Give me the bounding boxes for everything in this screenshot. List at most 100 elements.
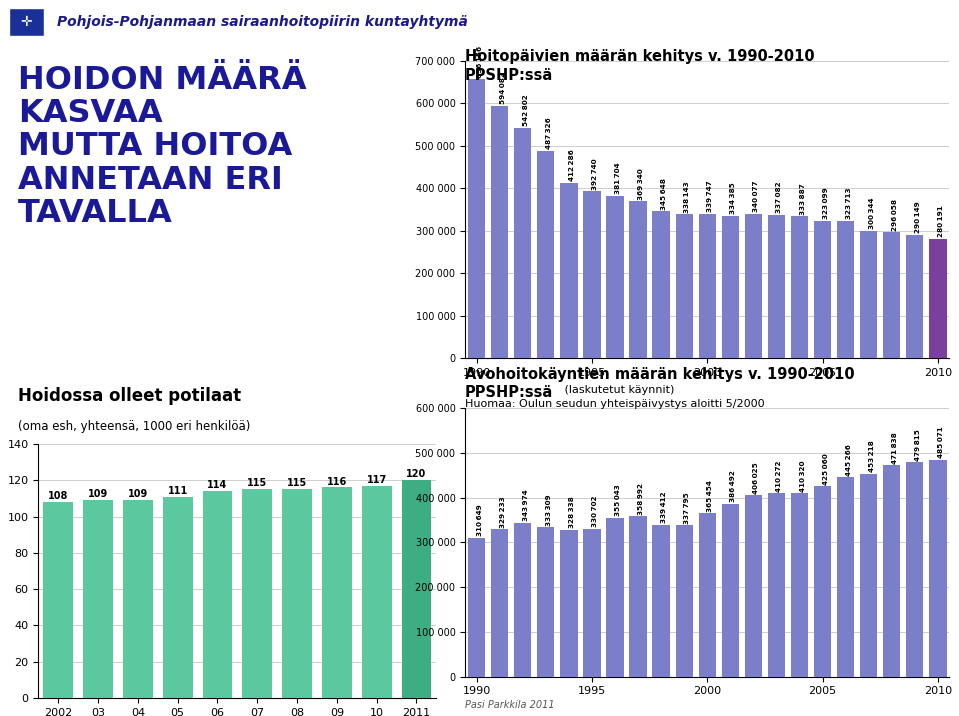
Bar xyxy=(9,9,43,36)
Text: 323 713: 323 713 xyxy=(846,188,852,219)
Text: 410 320: 410 320 xyxy=(800,460,806,492)
Bar xyxy=(698,214,716,358)
Text: 330 702: 330 702 xyxy=(592,495,598,527)
Bar xyxy=(722,503,739,677)
Bar xyxy=(837,221,854,358)
Text: 425 060: 425 060 xyxy=(823,453,829,485)
Text: 300 344: 300 344 xyxy=(869,198,875,229)
Bar xyxy=(583,191,600,358)
Text: 120: 120 xyxy=(407,469,427,479)
Bar xyxy=(83,500,113,698)
Text: (oma esh, yhteensä, 1000 eri henkilöä): (oma esh, yhteensä, 1000 eri henkilöä) xyxy=(18,420,250,433)
Bar xyxy=(468,79,485,358)
Bar xyxy=(906,235,924,358)
Text: 594 082: 594 082 xyxy=(500,72,505,104)
Bar xyxy=(745,495,762,677)
Text: 410 272: 410 272 xyxy=(777,460,783,492)
Bar xyxy=(202,491,232,698)
Bar xyxy=(860,474,877,677)
Text: 656 156: 656 156 xyxy=(477,46,482,78)
Text: 453 218: 453 218 xyxy=(869,441,875,473)
Text: 365 454: 365 454 xyxy=(707,480,713,512)
Text: 355 043: 355 043 xyxy=(615,485,621,516)
Bar xyxy=(243,489,272,698)
Bar xyxy=(282,489,312,698)
Text: 334 385: 334 385 xyxy=(731,183,737,214)
Bar xyxy=(163,497,193,698)
Text: 328 338: 328 338 xyxy=(569,497,574,528)
Text: Avohoitokäyntien määrän kehitys v. 1990-2010: Avohoitokäyntien määrän kehitys v. 1990-… xyxy=(465,367,854,382)
Text: Hoitopäivien määrän kehitys v. 1990-2010: Hoitopäivien määrän kehitys v. 1990-2010 xyxy=(465,49,815,64)
Text: 338 143: 338 143 xyxy=(684,181,690,213)
Bar xyxy=(883,465,901,677)
Text: HOIDON MÄÄRÄ
KASVAA
MUTTA HOITOA
ANNETAAN ERI
TAVALLA: HOIDON MÄÄRÄ KASVAA MUTTA HOITOA ANNETAA… xyxy=(18,64,307,229)
Text: 296 058: 296 058 xyxy=(892,198,898,231)
Text: 323 099: 323 099 xyxy=(823,188,829,219)
Bar xyxy=(652,525,669,677)
Bar xyxy=(860,231,877,358)
Text: (laskutetut käynnit): (laskutetut käynnit) xyxy=(561,385,674,395)
Text: 487 326: 487 326 xyxy=(546,117,551,150)
Text: Hoidossa olleet potilaat: Hoidossa olleet potilaat xyxy=(18,387,242,405)
Text: PPSHP:ssä: PPSHP:ssä xyxy=(465,385,553,400)
Text: 358 992: 358 992 xyxy=(638,483,644,515)
Text: 280 191: 280 191 xyxy=(938,205,944,238)
Bar xyxy=(629,201,646,358)
Text: 542 802: 542 802 xyxy=(523,94,528,126)
Bar xyxy=(362,485,391,698)
Text: 290 149: 290 149 xyxy=(915,201,921,233)
Text: 109: 109 xyxy=(88,489,108,499)
Text: 339 747: 339 747 xyxy=(707,180,713,212)
Bar xyxy=(491,529,508,677)
Bar xyxy=(837,478,854,677)
Text: 345 648: 345 648 xyxy=(661,178,667,210)
Bar xyxy=(929,239,947,358)
Bar xyxy=(629,516,646,677)
Bar xyxy=(698,513,716,677)
Text: PPSHP:ssä: PPSHP:ssä xyxy=(465,68,553,83)
Bar xyxy=(491,106,508,358)
Text: 339 412: 339 412 xyxy=(661,492,667,523)
Bar xyxy=(745,213,762,358)
Text: 381 704: 381 704 xyxy=(615,163,621,194)
Text: 116: 116 xyxy=(327,477,347,487)
Text: Pasi Parkkila 2011: Pasi Parkkila 2011 xyxy=(465,700,554,710)
Bar xyxy=(583,528,600,677)
Bar xyxy=(768,493,785,677)
Text: ✛: ✛ xyxy=(20,15,33,29)
Bar xyxy=(791,493,808,677)
Text: 115: 115 xyxy=(287,478,307,488)
Bar xyxy=(675,526,692,677)
Bar xyxy=(560,183,577,358)
Text: 340 077: 340 077 xyxy=(754,180,760,212)
Text: 114: 114 xyxy=(207,480,227,490)
Text: Pohjois-Pohjanmaan sairaanhoitopiirin kuntayhtymä: Pohjois-Pohjanmaan sairaanhoitopiirin ku… xyxy=(58,15,468,29)
Bar xyxy=(322,488,352,698)
Text: 392 740: 392 740 xyxy=(592,158,598,190)
Text: 445 266: 445 266 xyxy=(846,444,852,476)
Text: 111: 111 xyxy=(168,485,188,495)
Text: 485 071: 485 071 xyxy=(938,427,944,458)
Text: 406 025: 406 025 xyxy=(754,462,760,493)
Text: 108: 108 xyxy=(48,491,68,501)
Bar xyxy=(468,538,485,677)
Text: Huomaa: Oulun seudun yhteispäivystys aloitti 5/2000: Huomaa: Oulun seudun yhteispäivystys alo… xyxy=(465,399,764,409)
Bar xyxy=(814,221,831,358)
Text: 337 082: 337 082 xyxy=(777,182,783,213)
Bar xyxy=(123,500,152,698)
Bar xyxy=(906,462,924,677)
Bar xyxy=(722,216,739,358)
Bar xyxy=(402,480,432,698)
Bar xyxy=(883,232,901,358)
Text: 412 286: 412 286 xyxy=(569,150,574,181)
Bar xyxy=(606,518,623,677)
Bar xyxy=(514,127,531,358)
Text: 369 340: 369 340 xyxy=(638,168,644,200)
Bar xyxy=(560,530,577,677)
Text: 115: 115 xyxy=(247,478,268,488)
Bar xyxy=(929,460,947,677)
Text: 343 974: 343 974 xyxy=(523,490,528,521)
Text: 471 838: 471 838 xyxy=(892,432,898,464)
Bar xyxy=(791,216,808,358)
Text: 333 887: 333 887 xyxy=(800,183,806,215)
